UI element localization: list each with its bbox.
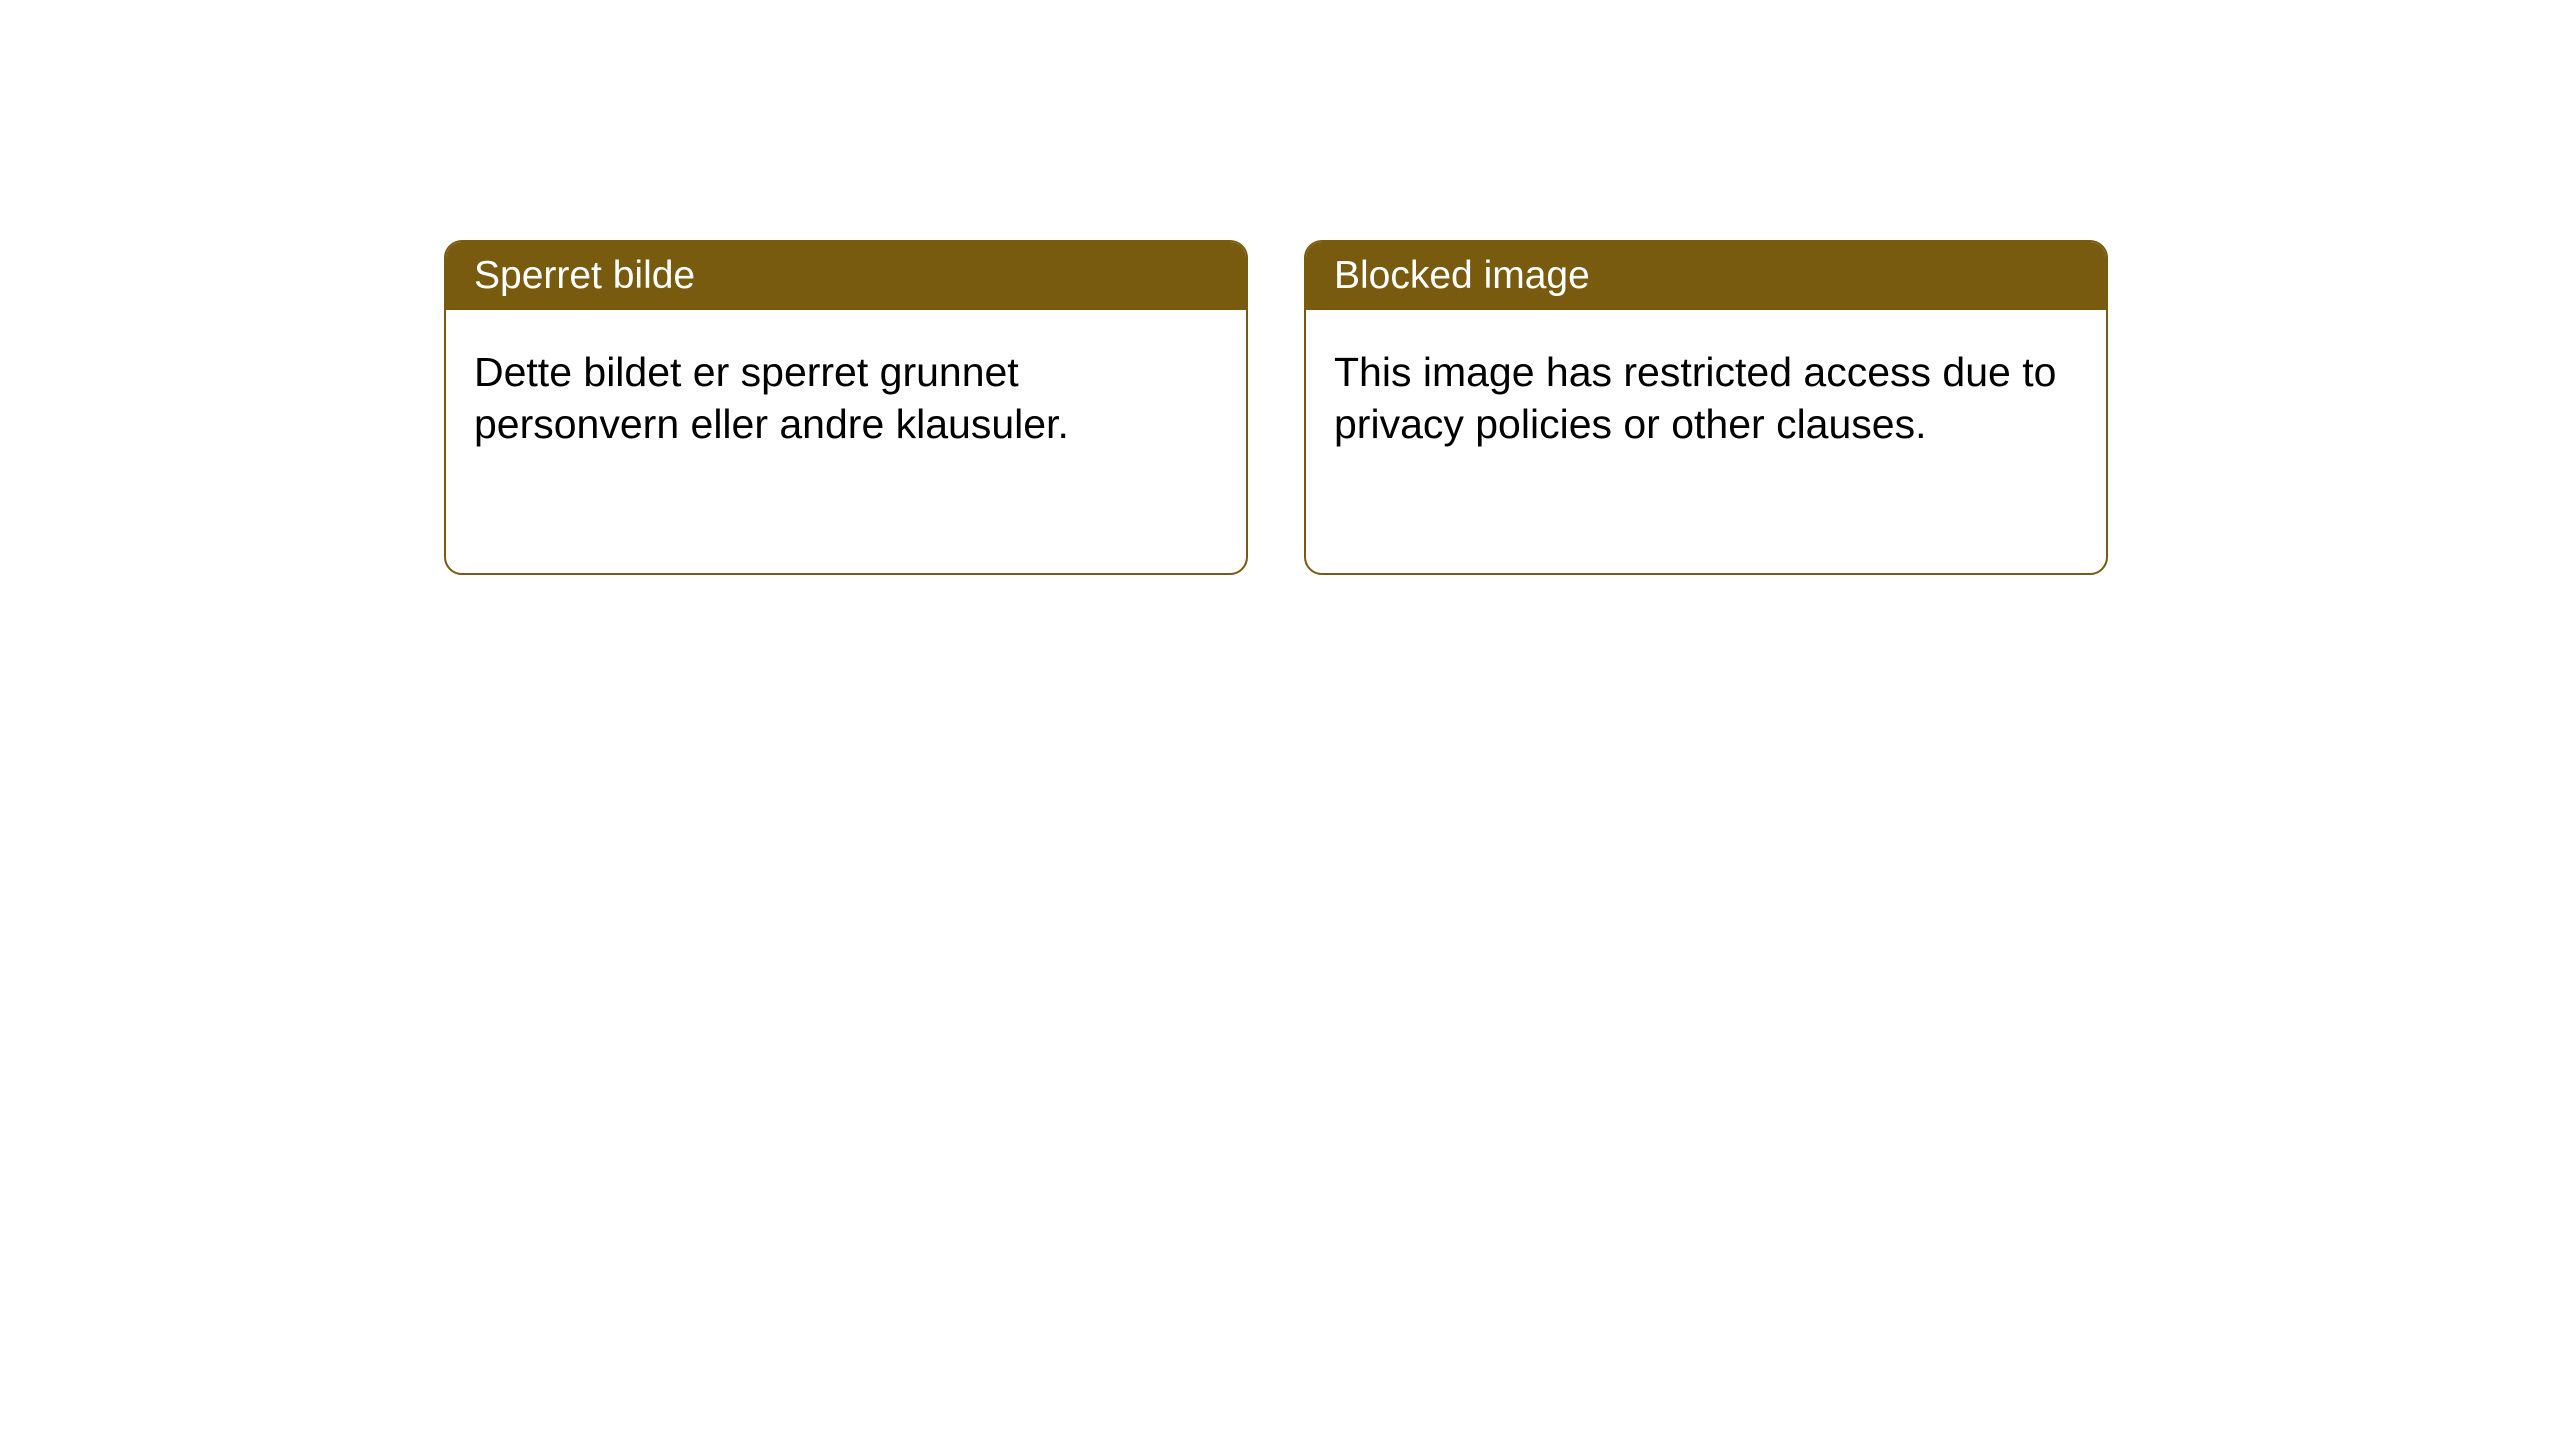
card-body-text: This image has restricted access due to …: [1334, 349, 2056, 447]
card-body: This image has restricted access due to …: [1306, 310, 2106, 487]
card-title: Sperret bilde: [474, 254, 695, 297]
card-header: Blocked image: [1306, 242, 2106, 310]
blocked-image-card-no: Sperret bilde Dette bildet er sperret gr…: [444, 240, 1248, 575]
notice-container: Sperret bilde Dette bildet er sperret gr…: [0, 0, 2560, 575]
card-title: Blocked image: [1334, 254, 1590, 297]
card-header: Sperret bilde: [446, 242, 1246, 310]
card-body: Dette bildet er sperret grunnet personve…: [446, 310, 1246, 487]
blocked-image-card-en: Blocked image This image has restricted …: [1304, 240, 2108, 575]
card-body-text: Dette bildet er sperret grunnet personve…: [474, 349, 1069, 447]
